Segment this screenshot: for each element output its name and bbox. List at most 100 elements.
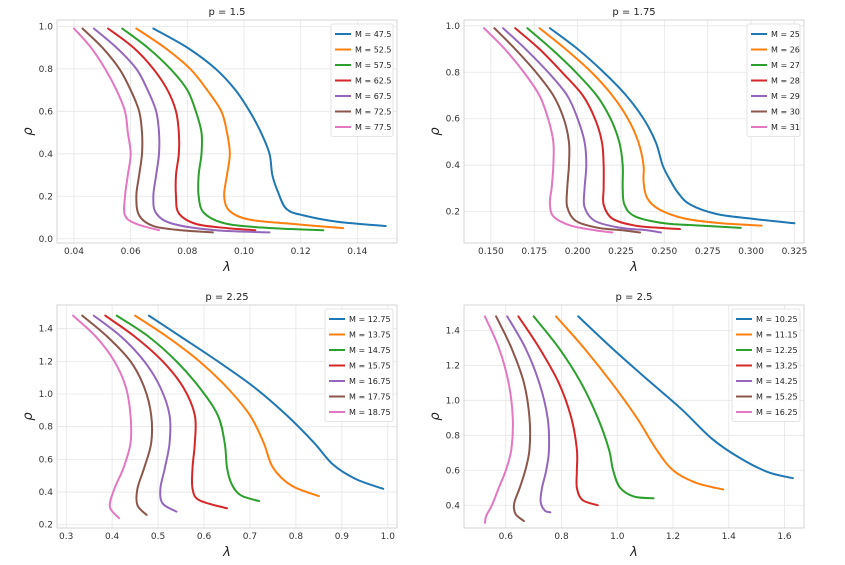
legend-box <box>731 308 801 422</box>
y-tick-label: 1.0 <box>39 22 54 32</box>
series-line-5 <box>92 314 178 513</box>
y-tick-label: 1.0 <box>39 390 54 400</box>
series-line-7 <box>73 27 160 232</box>
x-tick-label: 0.6 <box>499 532 514 542</box>
series-line-5 <box>92 27 271 234</box>
x-tick-label: 0.7 <box>243 532 257 542</box>
legend-label: M = 16.75 <box>349 377 391 386</box>
y-tick-label: 0.4 <box>39 488 54 498</box>
series-line-7 <box>482 27 614 234</box>
subplot-1: 0.04 0.06 0.08 0.10 0.12 0.14 0.0 0.2 0.4 0.6 0.8 1… <box>21 7 398 275</box>
series-line-2 <box>538 27 763 227</box>
x-tick-label: 0.300 <box>738 247 764 257</box>
series-line-6 <box>493 27 642 234</box>
legend-box <box>746 23 801 137</box>
legend-label: M = 29 <box>771 92 800 101</box>
legend-label: M = 67.5 <box>355 92 392 101</box>
y-tick-label: 0.0 <box>39 235 54 245</box>
x-tick-label: 0.08 <box>177 247 197 257</box>
x-tick-label: 0.150 <box>478 247 504 257</box>
legend-label: M = 28 <box>771 77 800 86</box>
legend-label: M = 77.5 <box>355 123 392 132</box>
y-tick-label: 0.6 <box>39 455 54 465</box>
legend-label: M = 17.75 <box>349 393 391 402</box>
legend: M = 47.5 M = 52.5 M = 57.5 M = 62.5 M = 67.5… <box>330 23 394 137</box>
y-tick-label: 1.2 <box>446 361 460 371</box>
x-tick-label: 0.325 <box>782 247 808 257</box>
subplot-title: p = 1.5 <box>209 7 246 18</box>
y-tick-label: 1.4 <box>39 325 54 335</box>
legend-label: M = 14.25 <box>756 377 798 386</box>
x-tick-label: 0.9 <box>335 532 350 542</box>
legend-box <box>324 308 394 422</box>
y-axis-label: ρ <box>428 127 443 136</box>
series-line-3 <box>526 27 742 229</box>
series-line-3 <box>532 315 655 500</box>
legend: M = 10.25 M = 11.15 M = 12.25 M = 13.25 M = … <box>731 308 801 422</box>
legend: M = 12.75 M = 13.75 M = 14.75 M = 15.75 M = … <box>324 308 394 422</box>
x-tick-label: 1.6 <box>777 532 792 542</box>
legend-label: M = 62.5 <box>355 77 392 86</box>
series-line-1 <box>147 314 385 490</box>
x-axis-label: λ <box>629 260 638 275</box>
y-tick-label: 0.6 <box>446 115 461 125</box>
y-tick-label: 1.0 <box>446 396 461 406</box>
legend-label: M = 25 <box>771 30 800 39</box>
legend-label: M = 27 <box>771 61 800 70</box>
x-tick-label: 1.2 <box>666 532 680 542</box>
plot-frame <box>56 304 398 529</box>
series-line-2 <box>135 27 345 230</box>
subplot-title: p = 2.5 <box>616 292 653 303</box>
x-axis-label: λ <box>629 545 638 560</box>
legend-box <box>330 23 394 137</box>
legend-label: M = 12.75 <box>349 315 391 324</box>
y-axis-label: ρ <box>428 412 443 421</box>
x-tick-label: 0.5 <box>151 532 165 542</box>
series-line-6 <box>81 27 214 234</box>
x-tick-label: 0.8 <box>289 532 304 542</box>
legend-label: M = 11.15 <box>756 331 798 340</box>
y-tick-label: 0.2 <box>446 208 460 218</box>
series-line-2 <box>134 314 320 498</box>
y-tick-label: 0.4 <box>446 501 461 511</box>
x-tick-label: 0.200 <box>565 247 591 257</box>
series-line-3 <box>121 27 325 232</box>
series-line-4 <box>107 27 257 232</box>
legend-label: M = 18.75 <box>349 408 391 417</box>
y-tick-label: 0.2 <box>39 192 53 202</box>
y-tick-label: 0.8 <box>39 65 54 75</box>
series-line-1 <box>152 27 387 228</box>
x-axis-label: λ <box>222 545 231 560</box>
y-tick-label: 0.8 <box>446 68 461 78</box>
x-tick-label: 0.12 <box>291 247 311 257</box>
y-axis-label: ρ <box>21 412 36 421</box>
legend-label: M = 14.75 <box>349 346 391 355</box>
series-line-2 <box>554 315 725 491</box>
legend-label: M = 57.5 <box>355 61 392 70</box>
series-line-1 <box>577 315 794 480</box>
series-line-3 <box>115 314 261 503</box>
x-tick-label: 0.175 <box>521 247 547 257</box>
x-tick-label: 0.3 <box>59 532 73 542</box>
x-tick-label: 0.275 <box>695 247 721 257</box>
series-line-6 <box>81 314 154 516</box>
legend-label: M = 16.25 <box>756 408 798 417</box>
series-line-5 <box>506 315 552 514</box>
x-tick-label: 0.06 <box>121 247 141 257</box>
subplot-4: 0.6 0.8 1.0 1.2 1.4 1.6 0.4 0.6 0.8 1.0 1.2 1.4 p = … <box>428 292 805 560</box>
legend-label: M = 15.25 <box>756 393 798 402</box>
y-tick-label: 0.8 <box>446 431 461 441</box>
x-tick-label: 0.4 <box>105 532 120 542</box>
legend-label: M = 30 <box>771 108 800 117</box>
x-tick-label: 1.0 <box>610 532 625 542</box>
x-tick-label: 0.225 <box>608 247 634 257</box>
x-tick-label: 0.14 <box>347 247 367 257</box>
x-tick-label: 0.10 <box>234 247 254 257</box>
plot-frame <box>56 19 398 244</box>
x-tick-label: 1.0 <box>381 532 396 542</box>
legend-label: M = 12.25 <box>756 346 798 355</box>
x-tick-label: 0.8 <box>554 532 569 542</box>
y-tick-label: 1.4 <box>446 326 461 336</box>
series-line-6 <box>495 315 532 523</box>
